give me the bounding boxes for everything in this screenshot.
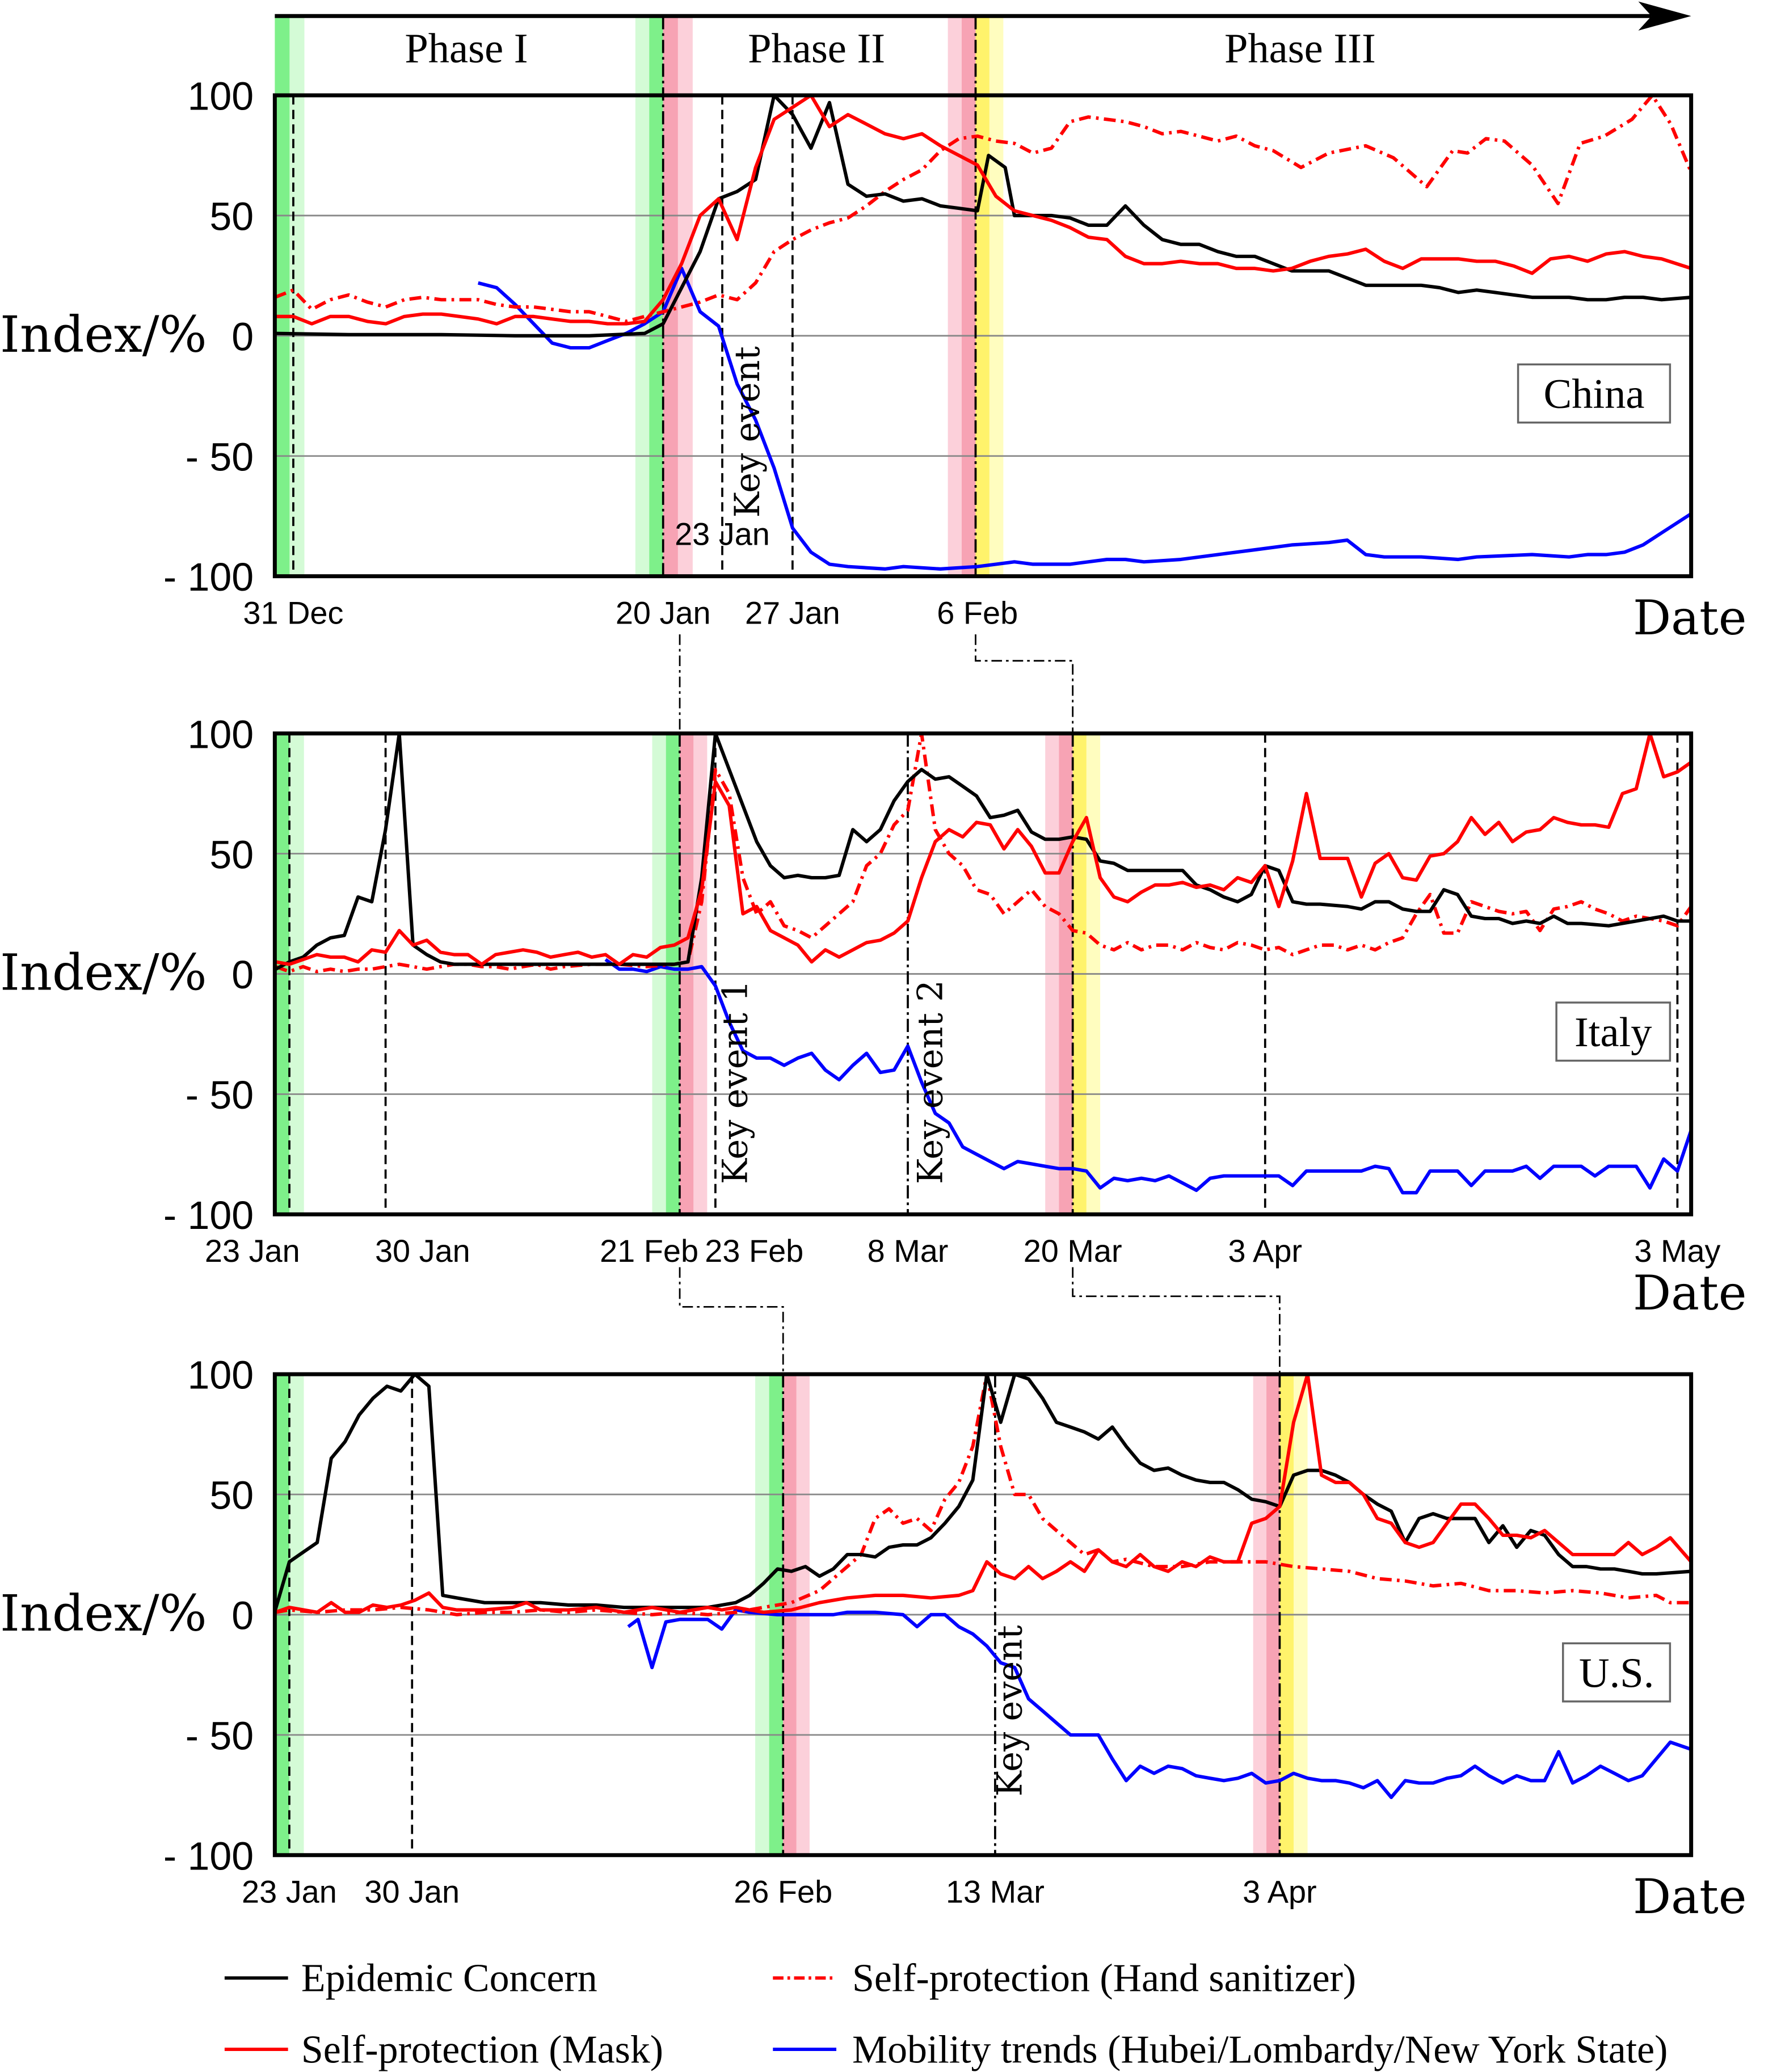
legend-item-epidemic-concern: Epidemic Concern — [224, 1957, 597, 2001]
series-concern — [275, 93, 1691, 338]
x-tick-label: 21 Feb — [600, 1233, 698, 1269]
series-concern — [273, 1372, 1691, 1611]
y-tick-label: 100 — [188, 74, 254, 119]
legend-item-mobility: Mobility trends (Hubei/Lombardy/New York… — [773, 2028, 1668, 2071]
y-tick-label: 50 — [209, 832, 254, 877]
key-event-label: Key event 1 — [716, 980, 756, 1184]
x-tick-label: 27 Jan — [745, 595, 840, 630]
x-tick-label: 31 Dec — [243, 595, 343, 630]
y-axis-label: Index/% — [0, 305, 207, 364]
y-tick-label: - 100 — [163, 1834, 254, 1878]
svg-text:Epidemic Concern: Epidemic Concern — [301, 1957, 597, 2001]
svg-text:Self-protection (Mask): Self-protection (Mask) — [301, 2028, 663, 2071]
axes-frames — [272, 93, 1694, 1858]
country-box — [1517, 363, 1671, 424]
y-tick-label: - 100 — [163, 1193, 254, 1237]
y-tick-label: 0 — [231, 1594, 254, 1638]
arrowhead-icon — [1638, 1, 1691, 31]
plot-frame — [272, 93, 1694, 579]
y-tick-label: 100 — [188, 1353, 254, 1397]
band-green — [635, 16, 650, 576]
grid — [275, 214, 1691, 1736]
y-tick-label: 100 — [188, 712, 254, 756]
x-tick-label: 30 Jan — [375, 1233, 470, 1269]
x-tick-label: 8 Mar — [868, 1233, 949, 1269]
x-tick-label: 20 Jan — [616, 595, 711, 630]
country-box — [1562, 1642, 1671, 1703]
series-mobility — [627, 1608, 1692, 1800]
series-mask — [275, 1372, 1692, 1614]
series-mobility — [604, 958, 1693, 1195]
y-tick-label: 0 — [231, 314, 254, 359]
series — [273, 16, 1693, 1855]
x-tick-label: 3 Apr — [1228, 1233, 1302, 1269]
x-tick-label: 23 Feb — [705, 1233, 803, 1269]
phase-1-label: Phase I — [405, 26, 528, 72]
panel-connectors — [679, 634, 1281, 1375]
x-tick-label: 3 May — [1634, 1233, 1720, 1269]
band-green-core — [649, 16, 663, 576]
plot-frame — [272, 1372, 1694, 1858]
x-tick-label: 20 Mar — [1024, 1233, 1122, 1269]
band-pink-core — [962, 16, 976, 576]
y-tick-label: - 50 — [186, 1713, 254, 1758]
y-tick-label: 0 — [231, 953, 254, 997]
key-event-label: 23 Jan — [675, 516, 770, 552]
band-yellow-light — [989, 16, 1004, 576]
plot-frame — [272, 731, 1694, 1216]
y-tick-label: 50 — [209, 195, 254, 239]
x-axis-label: Date — [1633, 1869, 1746, 1924]
x-tick-label: 23 Jan — [242, 1874, 337, 1910]
x-tick-label: 23 Jan — [205, 1233, 300, 1269]
y-axis-label: Index/% — [0, 1584, 207, 1643]
key-event-label: Key event — [728, 346, 768, 517]
country-label: Italy — [1574, 1009, 1652, 1056]
legend-item-mask: Self-protection (Mask) — [224, 2028, 663, 2071]
series-sanitizer — [274, 93, 1693, 323]
svg-text:Mobility trends (Hubei/Lombard: Mobility trends (Hubei/Lombardy/New York… — [852, 2028, 1668, 2071]
connector-line — [679, 1267, 784, 1375]
phase-2-label: Phase II — [748, 26, 885, 72]
series-mask — [275, 731, 1692, 966]
x-tick-label: 13 Mar — [946, 1874, 1045, 1910]
legend-item-hand-sanitizer: Self-protection (Hand sanitizer) — [773, 1957, 1356, 2001]
y-tick-label: - 50 — [186, 435, 254, 479]
x-tick-label: 30 Jan — [364, 1874, 460, 1910]
connector-line — [975, 634, 1074, 734]
legend: Epidemic Concern Self-protection (Hand s… — [224, 1957, 1668, 2071]
phase-3-label: Phase III — [1224, 26, 1376, 72]
x-tick-label: 26 Feb — [734, 1874, 832, 1910]
series-concern — [275, 731, 1691, 971]
y-tick-label: - 50 — [186, 1073, 254, 1117]
phase-bands — [275, 16, 1308, 1855]
country-label: China — [1544, 371, 1645, 418]
key-event-label: Key event 2 — [911, 980, 951, 1184]
series-sanitizer — [275, 731, 1693, 974]
x-axis-label: Date — [1633, 590, 1746, 646]
phase-timeline: Phase I Phase II Phase III — [275, 1, 1691, 72]
series-mask — [275, 93, 1692, 326]
connector-line — [1072, 1267, 1281, 1375]
y-axis-label: Index/% — [0, 943, 207, 1001]
series-mobility — [477, 267, 1692, 571]
country-label: U.S. — [1579, 1650, 1654, 1696]
x-tick-label: 6 Feb — [937, 595, 1018, 630]
y-tick-label: - 100 — [163, 555, 254, 599]
country-box — [1555, 1001, 1671, 1062]
key-event-label: Key event — [991, 1625, 1030, 1796]
svg-text:Self-protection (Hand sanitize: Self-protection (Hand sanitizer) — [852, 1957, 1356, 2001]
x-tick-label: 3 Apr — [1243, 1874, 1316, 1910]
x-axis-label: Date — [1633, 1265, 1746, 1321]
y-tick-label: 50 — [209, 1473, 254, 1518]
band-yellow — [975, 16, 990, 576]
